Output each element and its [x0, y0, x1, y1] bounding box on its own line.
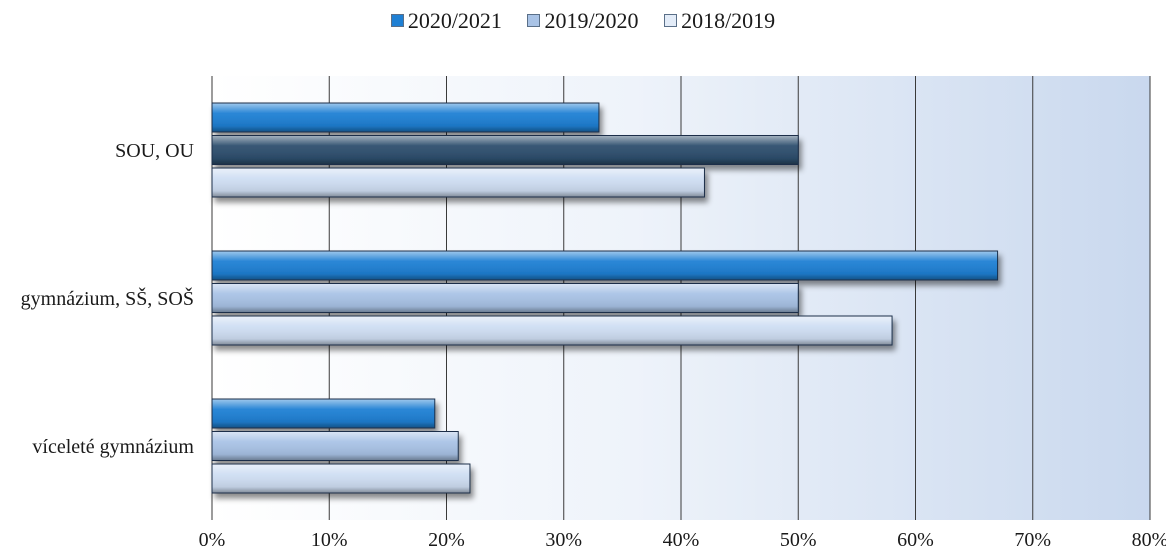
bar-gymnazium-ss-sos-2019-2020 [211, 283, 799, 313]
bar-sou-ou-2019-2020 [211, 135, 799, 165]
bar-sou-ou-2020-2021 [211, 102, 600, 133]
category-label-gymnazium-ss-sos: gymnázium, SŠ, SOŠ [21, 286, 194, 310]
bar-shine [212, 432, 458, 460]
chart-legend: 2020/2021 2019/2020 2018/2019 [0, 6, 1166, 34]
x-tick-label-1: 10% [311, 529, 348, 550]
bar-sou-ou-2018-2019 [211, 167, 705, 198]
legend-swatch-2020-2021 [390, 14, 404, 28]
x-tick-label-8: 80% [1132, 529, 1166, 550]
bar-shine [212, 284, 798, 312]
x-tick-label-6: 60% [897, 529, 934, 550]
x-tick-label-3: 30% [545, 529, 582, 550]
bar-gymnazium-ss-sos-2020-2021 [211, 250, 999, 281]
bar-shine [212, 103, 599, 132]
legend-swatch-2019-2020 [527, 14, 541, 28]
x-tick-label-2: 20% [428, 529, 465, 550]
legend-item-2018-2019: 2018/2019 [664, 6, 775, 34]
x-tick-label-4: 40% [663, 529, 700, 550]
bar-shine [212, 136, 798, 164]
bar-vicelete-gymnazium-2018-2019 [211, 463, 471, 494]
legend-label-2019-2020: 2019/2020 [544, 7, 639, 33]
bar-vicelete-gymnazium-2020-2021 [211, 398, 436, 429]
bar-vicelete-gymnazium-2019-2020 [211, 431, 459, 461]
bar-shine [212, 464, 470, 493]
legend-label-2020-2021: 2020/2021 [407, 7, 502, 33]
legend-item-2020-2021: 2020/2021 [390, 6, 502, 34]
legend-swatch-2018-2019 [664, 14, 678, 28]
bar-gymnazium-ss-sos-2018-2019 [211, 315, 893, 346]
category-label-vicelete-gymnazium: víceleté gymnázium [32, 436, 194, 458]
x-tick-labels: 0% 10% 20% 30% 40% 50% 60% 70% 80% [199, 529, 1166, 550]
bar-shine [212, 316, 892, 345]
x-tick-label-5: 50% [780, 529, 817, 550]
category-label-sou-ou: SOU, OU [115, 140, 194, 162]
bar-shine [212, 399, 435, 428]
bar-shine [212, 251, 998, 280]
bar-shine [212, 168, 704, 197]
bars [211, 102, 999, 494]
legend-item-2019-2020: 2019/2020 [527, 6, 639, 34]
x-tick-label-7: 70% [1014, 529, 1051, 550]
category-labels: SOU, OU gymnázium, SŠ, SOŠ víceleté gymnáz… [21, 140, 195, 458]
legend-label-2018-2019: 2018/2019 [681, 7, 776, 33]
x-tick-label-0: 0% [199, 529, 226, 550]
